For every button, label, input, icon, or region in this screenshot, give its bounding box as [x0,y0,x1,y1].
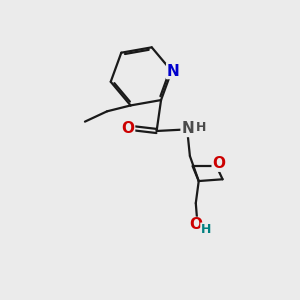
Text: O: O [122,121,135,136]
Text: N: N [181,122,194,136]
Text: H: H [201,223,211,236]
Text: H: H [196,121,206,134]
Text: O: O [212,156,225,171]
Text: O: O [189,218,202,232]
Text: N: N [167,64,179,79]
